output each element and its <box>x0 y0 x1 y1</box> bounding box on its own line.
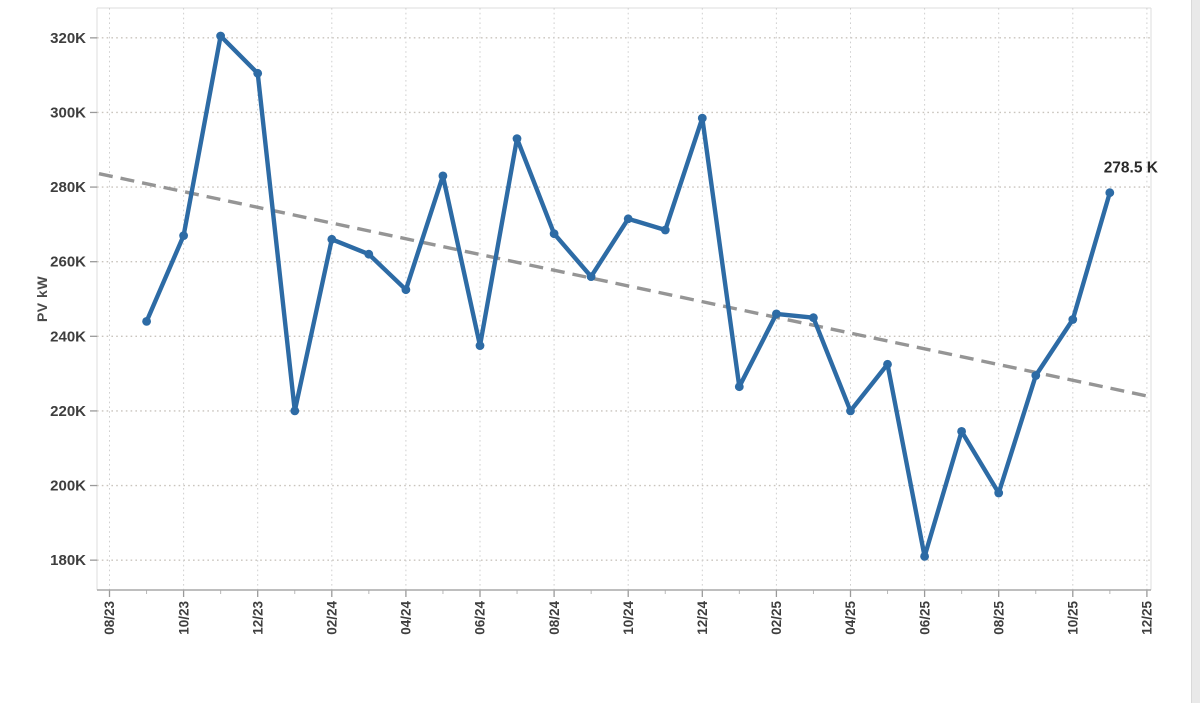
x-tick-label: 10/24 <box>621 601 636 635</box>
last-value-label: 278.5 K <box>1104 160 1159 177</box>
data-point-marker[interactable] <box>475 341 485 350</box>
y-axis-title: PV kW <box>34 276 50 322</box>
x-tick-label: 08/24 <box>547 601 562 635</box>
data-point-marker[interactable] <box>216 31 226 41</box>
x-tick-label: 04/25 <box>843 601 858 635</box>
data-point-marker[interactable] <box>512 134 522 144</box>
x-tick-label: 08/23 <box>102 601 117 635</box>
data-point-marker[interactable] <box>1031 371 1041 380</box>
y-tick-label: 280K <box>50 179 86 196</box>
x-tick-label: 10/23 <box>176 601 191 635</box>
data-point-marker[interactable] <box>1105 188 1115 198</box>
data-point-marker[interactable] <box>920 552 929 561</box>
x-tick-label: 02/24 <box>325 601 340 635</box>
x-tick-label: 08/25 <box>991 601 1006 635</box>
data-point-marker[interactable] <box>994 488 1004 498</box>
data-point-marker[interactable] <box>549 229 559 239</box>
data-point-marker[interactable] <box>586 272 596 281</box>
data-point-marker[interactable] <box>809 313 818 323</box>
data-point-marker[interactable] <box>364 249 374 259</box>
x-tick-label: 12/24 <box>695 601 710 635</box>
data-point-marker[interactable] <box>957 427 966 436</box>
y-tick-label: 260K <box>50 254 86 271</box>
x-tick-label: 02/25 <box>769 601 784 635</box>
y-tick-label: 220K <box>50 403 86 420</box>
x-tick-label: 04/24 <box>399 601 414 635</box>
data-point-marker[interactable] <box>697 113 707 123</box>
y-tick-label: 180K <box>50 552 86 569</box>
x-tick-label: 12/25 <box>1140 601 1155 635</box>
scrollbar-track[interactable] <box>1191 0 1200 703</box>
data-point-marker[interactable] <box>883 359 892 369</box>
x-tick-label: 06/25 <box>917 601 932 635</box>
data-point-marker[interactable] <box>846 406 855 416</box>
data-point-marker[interactable] <box>1068 315 1078 324</box>
y-tick-label: 320K <box>50 30 86 47</box>
trend-line <box>98 171 1150 399</box>
data-point-marker[interactable] <box>772 309 781 319</box>
data-point-marker[interactable] <box>142 317 152 326</box>
data-point-marker[interactable] <box>253 68 263 78</box>
y-tick-label: 200K <box>50 478 86 495</box>
data-point-marker[interactable] <box>401 285 411 295</box>
x-tick-label: 06/24 <box>473 601 488 635</box>
data-point-marker[interactable] <box>623 214 633 224</box>
y-tick-label: 240K <box>50 328 86 345</box>
x-tick-label: 12/23 <box>250 601 265 635</box>
y-tick-label: 300K <box>50 104 86 121</box>
data-point-marker[interactable] <box>660 225 670 235</box>
data-point-marker[interactable] <box>734 382 744 392</box>
x-tick-label: 10/25 <box>1066 601 1081 635</box>
data-point-marker[interactable] <box>327 234 337 244</box>
data-point-marker[interactable] <box>290 406 300 416</box>
data-point-marker[interactable] <box>438 171 448 181</box>
data-point-marker[interactable] <box>179 231 189 241</box>
